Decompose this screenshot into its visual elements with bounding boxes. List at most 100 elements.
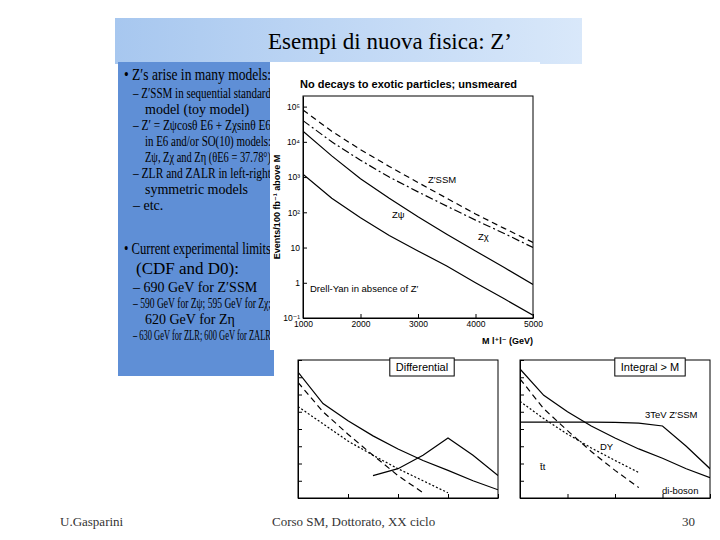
- sub-bullet-text: symmetric models: [145, 182, 248, 197]
- tick-label: 10⁻¹: [283, 313, 300, 323]
- tick-mark: [520, 481, 524, 482]
- tick-mark: [520, 395, 524, 396]
- plot-lines: [303, 110, 533, 315]
- plot-frame: [303, 96, 533, 318]
- plot-lines: [298, 372, 498, 493]
- chart-title: Integral > M: [621, 361, 679, 373]
- tick-mark: [303, 283, 307, 284]
- title-box: Integral > M: [615, 358, 685, 376]
- tick: [498, 494, 499, 498]
- bullet-text: • Z′s arise in many models:: [124, 65, 271, 84]
- series-label: di-boson: [662, 485, 698, 496]
- x-axis: 10002000300040005000: [294, 314, 543, 329]
- tick-mark: [298, 498, 302, 499]
- series-line: [298, 382, 423, 492]
- axis-line: [299, 498, 499, 499]
- tick: [520, 395, 524, 396]
- tick-mark: [520, 498, 524, 499]
- series-line: [520, 401, 639, 472]
- tick-mark: [615, 494, 616, 498]
- footer-course: Corso SM, Dottorato, XX ciclo: [272, 514, 435, 529]
- tick: [398, 494, 399, 498]
- sub-bullet-text: Zψ, Zχ and Zη (θE6 = 37.78°): [145, 150, 271, 166]
- series-line: [303, 110, 533, 242]
- tick: [448, 494, 449, 498]
- tick: 4000: [467, 314, 486, 329]
- sub-bullet-text: in E6 and/or SO(10) models:: [145, 134, 271, 150]
- tick-label: 10: [291, 243, 301, 253]
- sub-bullet-text: – 690 GeV for Z′SSM: [132, 280, 258, 295]
- tick: 10: [291, 243, 307, 253]
- tick-mark: [568, 494, 569, 498]
- series-label: t̄t: [539, 461, 545, 472]
- chart-panel: [507, 352, 715, 505]
- footer-page: 30: [682, 514, 695, 529]
- title-banner: [115, 18, 582, 64]
- tick: [568, 494, 569, 498]
- tick: [520, 481, 524, 482]
- tick: [710, 494, 711, 498]
- sub-bullet-text: – etc.: [132, 198, 163, 213]
- tick-label: 2000: [352, 319, 371, 329]
- tick: 10³: [288, 172, 307, 182]
- tick: [298, 481, 302, 482]
- tick: [520, 464, 524, 465]
- tick-label: 3000: [409, 319, 428, 329]
- title-frame: [390, 358, 454, 376]
- tick-mark: [520, 464, 524, 465]
- tick-mark: [298, 377, 302, 378]
- tick-mark: [361, 314, 362, 318]
- tick-label: 10⁴: [287, 137, 300, 147]
- sub-bullet-text: model (toy model): [145, 102, 250, 118]
- tick: [298, 360, 302, 361]
- tick-mark: [298, 481, 302, 482]
- y-axis-title: Events/100 fb⁻¹ above M: [272, 155, 282, 259]
- chart-title: Differential: [396, 361, 448, 373]
- title-box: Differential: [390, 358, 454, 376]
- plot-lines: [520, 369, 710, 488]
- tick-mark: [298, 395, 302, 396]
- tick-mark: [520, 377, 524, 378]
- sub-bullet-text: – ZLR and ZALR in left-right: [132, 166, 271, 181]
- tick-label: 1: [295, 278, 300, 288]
- tick-mark: [348, 494, 349, 498]
- series-line: [303, 121, 533, 248]
- tick: [520, 498, 524, 499]
- tick: [298, 464, 302, 465]
- series-line: [520, 379, 639, 488]
- tick-mark: [303, 107, 307, 108]
- sub-bullet-text: – Z′ = Zψcosθ E6 + Zχsinθ E6: [132, 118, 271, 133]
- tick-mark: [520, 446, 524, 447]
- tick: 10⁴: [287, 137, 307, 147]
- x-axis: [299, 494, 499, 499]
- footer-author: U.Gasparini: [60, 514, 124, 529]
- tick: [520, 446, 524, 447]
- tick-mark: [303, 212, 307, 213]
- tick-mark: [418, 314, 419, 318]
- series-line: [298, 407, 448, 493]
- title-frame: [615, 358, 685, 376]
- tick: 1: [295, 278, 307, 288]
- plot-frame: [520, 360, 710, 498]
- tick-mark: [298, 412, 302, 413]
- series-line: [520, 422, 710, 469]
- plot-frame: [298, 360, 498, 498]
- tick: [615, 494, 616, 498]
- tick-mark: [298, 429, 302, 430]
- tick-mark: [476, 314, 477, 318]
- bullet-box: [118, 62, 274, 376]
- series-label: DY: [600, 441, 614, 452]
- series-line: [303, 131, 533, 284]
- sub-bullet-text: 620 GeV for Zη: [145, 312, 235, 327]
- tick-label: 10²: [288, 208, 300, 218]
- tick-mark: [520, 360, 524, 361]
- tick: [520, 412, 524, 413]
- tick-mark: [303, 142, 307, 143]
- tick: [298, 498, 302, 499]
- series-label: Drell-Yan in absence of Z′: [310, 283, 418, 294]
- tick-mark: [303, 248, 307, 249]
- tick: [520, 360, 524, 361]
- chart: Differential: [283, 352, 505, 505]
- series-label: Z′SSM: [428, 174, 456, 185]
- tick: 10⁻¹: [283, 313, 307, 323]
